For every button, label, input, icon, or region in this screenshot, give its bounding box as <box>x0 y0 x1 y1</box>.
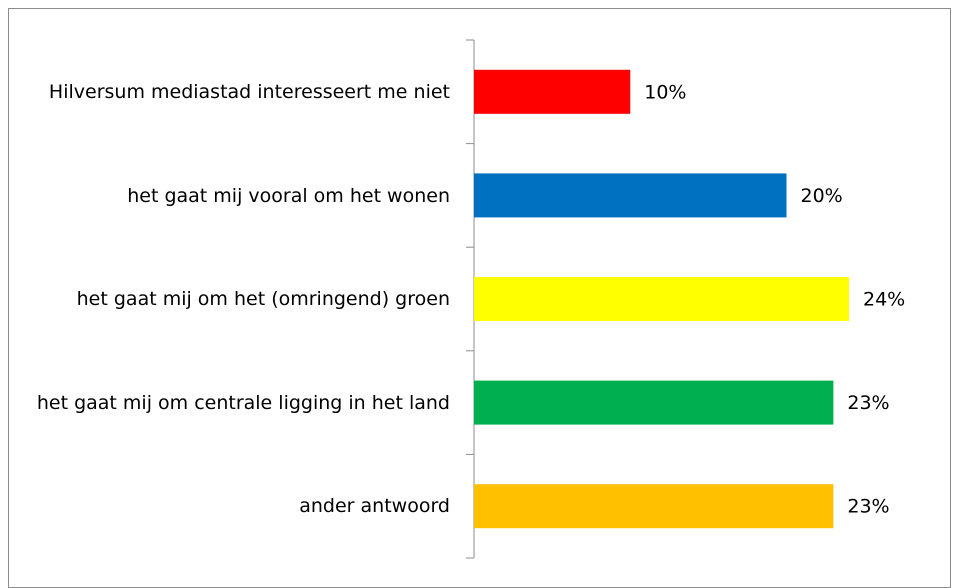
bar <box>474 277 849 321</box>
data-label: 23% <box>847 392 889 414</box>
category-label-box: het gaat mij vooral om het wonen <box>127 144 450 248</box>
data-label: 10% <box>644 81 686 103</box>
bar <box>474 173 787 218</box>
category-label: het gaat mij om centrale ligging in het … <box>36 391 450 414</box>
category-label: het gaat mij vooral om het wonen <box>127 184 450 207</box>
category-label-box: Hilversum mediastad interesseert me niet <box>49 40 450 144</box>
bar <box>474 69 631 114</box>
category-label-box: ander antwoord <box>299 454 450 558</box>
data-label: 20% <box>801 185 843 207</box>
bar <box>474 484 834 529</box>
category-label: ander antwoord <box>299 495 450 518</box>
category-label: het gaat mij om het (omringend) groen <box>76 288 450 311</box>
category-label: Hilversum mediastad interesseert me niet <box>48 81 450 103</box>
data-label: 24% <box>863 289 905 311</box>
bar <box>474 380 834 425</box>
category-label-box: het gaat mij om centrale ligging in het … <box>37 351 450 455</box>
data-label: 23% <box>847 496 889 518</box>
category-label-box: het gaat mij om het (omringend) groen <box>77 247 450 351</box>
